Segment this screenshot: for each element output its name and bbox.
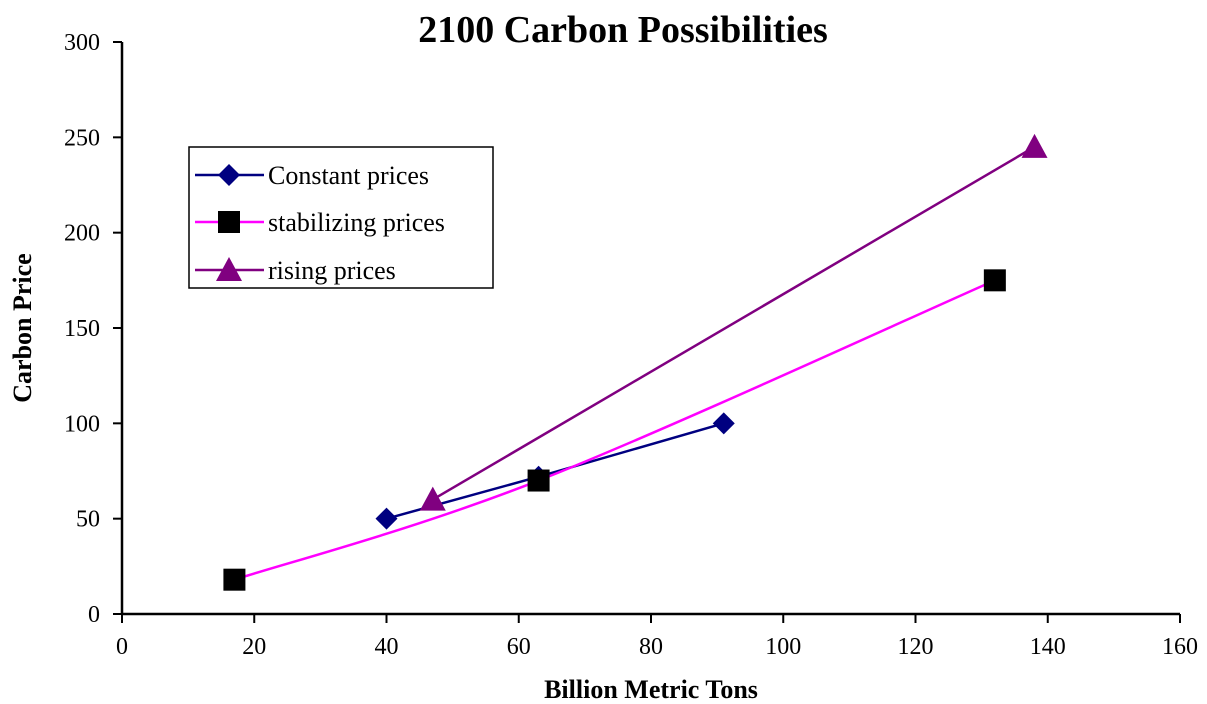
- legend-marker-diamond: [218, 164, 240, 186]
- data-point-diamond: [712, 412, 735, 435]
- legend-marker-triangle: [216, 257, 242, 282]
- y-tick-label: 200: [64, 221, 100, 247]
- x-tick-label: 80: [639, 634, 663, 660]
- chart-title: 2100 Carbon Possibilities: [418, 9, 828, 51]
- y-tick-label: 0: [88, 602, 100, 628]
- x-tick-label: 40: [375, 634, 399, 660]
- series-line: [234, 279, 996, 581]
- y-tick-label: 50: [76, 507, 100, 533]
- legend-item: Constant prices: [195, 161, 429, 190]
- x-tick-label: 60: [507, 634, 531, 660]
- x-ticks: 0 20 40 60 80 100 120 140 160: [116, 614, 1198, 660]
- series-layer: [223, 133, 1048, 591]
- y-tick-label: 250: [64, 125, 100, 151]
- legend-label: Constant prices: [268, 161, 429, 190]
- axes: [120, 42, 1180, 616]
- series-line: [432, 145, 1036, 501]
- data-point-square: [223, 568, 246, 591]
- legend-item: stabilizing prices: [195, 208, 445, 237]
- legend-item: rising prices: [195, 256, 396, 285]
- y-tick-label: 300: [64, 30, 100, 56]
- y-tick-label: 150: [64, 316, 100, 342]
- data-point-square: [983, 269, 1006, 292]
- x-axis-title: Billion Metric Tons: [544, 675, 758, 704]
- data-point-diamond: [375, 507, 398, 530]
- data-point-triangle: [1021, 133, 1048, 158]
- x-tick-label: 20: [242, 634, 266, 660]
- x-tick-label: 140: [1030, 634, 1066, 660]
- x-tick-label: 120: [898, 634, 934, 660]
- series-triangle: [419, 133, 1048, 511]
- x-tick-label: 160: [1162, 634, 1198, 660]
- legend: Constant prices stabilizing prices rising …: [188, 146, 494, 289]
- series-square: [223, 269, 1006, 591]
- legend-marker-square: [218, 211, 240, 233]
- data-point-triangle: [419, 486, 446, 511]
- series-diamond: [375, 412, 735, 530]
- x-tick-label: 100: [765, 634, 801, 660]
- legend-label: rising prices: [268, 256, 396, 285]
- y-tick-label: 100: [64, 411, 100, 437]
- data-point-square: [527, 469, 550, 492]
- legend-label: stabilizing prices: [268, 208, 445, 237]
- x-tick-label: 0: [116, 634, 128, 660]
- y-ticks: 0 50 100 150 200 250 300: [64, 30, 122, 628]
- y-axis-title: Carbon Price: [8, 253, 37, 402]
